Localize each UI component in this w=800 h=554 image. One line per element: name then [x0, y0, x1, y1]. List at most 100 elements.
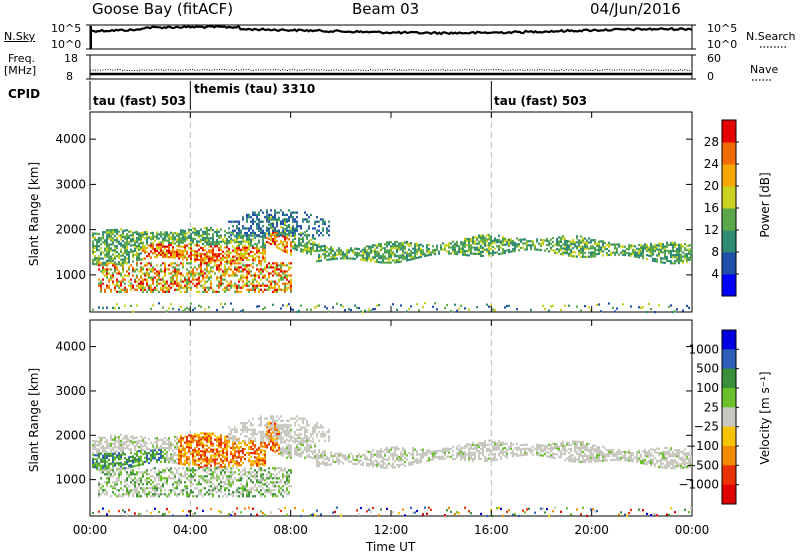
velocity-echo — [170, 445, 172, 448]
velocity-echo — [186, 443, 188, 447]
velocity-echo — [118, 444, 120, 447]
power-echo — [104, 261, 106, 264]
velocity-echo — [226, 479, 228, 482]
power-echo — [238, 246, 240, 250]
velocity-echo — [274, 430, 276, 434]
power-echo — [158, 245, 160, 248]
power-echo — [278, 233, 280, 236]
velocity-echo — [164, 458, 166, 462]
power-echo — [206, 270, 208, 273]
power-echo — [366, 249, 368, 252]
power-echo — [220, 261, 222, 264]
velocity-echo — [178, 452, 180, 455]
power-echo — [272, 262, 274, 265]
power-echo — [624, 245, 626, 248]
power-echo — [102, 266, 104, 269]
power-echo — [100, 284, 102, 287]
power-echo — [274, 230, 276, 234]
power-echo — [212, 239, 214, 242]
power-echo — [324, 244, 326, 248]
power-echo — [150, 262, 152, 265]
velocity-echo — [104, 473, 106, 476]
power-echo — [182, 309, 184, 313]
power-echo — [622, 303, 624, 306]
power-echo — [380, 261, 382, 264]
velocity-echo — [178, 493, 180, 496]
velocity-echo — [258, 448, 260, 452]
velocity-echo — [242, 424, 244, 427]
velocity-echo — [120, 453, 122, 456]
power-echo — [318, 249, 320, 252]
velocity-echo — [236, 489, 238, 492]
power-echo — [148, 274, 150, 277]
power-echo — [422, 306, 424, 309]
power-echo — [236, 286, 238, 289]
velocity-echo — [262, 512, 264, 515]
power-echo — [450, 252, 452, 255]
power-echo — [176, 268, 178, 271]
velocity-echo — [260, 417, 262, 420]
power-echo — [480, 236, 482, 239]
power-echo — [688, 244, 690, 247]
power-echo — [206, 237, 208, 240]
power-echo — [566, 246, 568, 249]
power-echo — [198, 266, 200, 269]
power-echo — [312, 243, 314, 246]
power-echo — [130, 264, 132, 267]
power-echo — [388, 249, 390, 252]
power-echo — [164, 239, 166, 242]
velocity-echo — [224, 445, 226, 448]
power-echo — [132, 268, 134, 271]
power-echo — [116, 282, 118, 285]
velocity-echo — [126, 491, 128, 494]
power-echo — [126, 235, 128, 238]
velocity-echo — [172, 489, 174, 492]
power-echo — [348, 257, 350, 260]
power-echo — [142, 233, 144, 236]
power-echo — [240, 256, 242, 260]
power-echo — [182, 258, 184, 261]
power-echo — [274, 284, 276, 287]
power-echo — [510, 240, 512, 243]
velocity-echo — [270, 473, 272, 476]
power-echo — [114, 284, 116, 287]
power-echo — [278, 229, 280, 232]
power-echo — [574, 251, 576, 254]
power-echo — [638, 306, 640, 309]
power-echo — [440, 248, 442, 251]
velocity-echo — [242, 489, 244, 492]
power-echo — [684, 253, 686, 256]
power-echo — [492, 245, 494, 249]
velocity-echo — [96, 452, 98, 455]
power-echo — [680, 257, 682, 260]
power-echo — [230, 251, 232, 254]
velocity-echo — [138, 493, 140, 496]
power-echo — [110, 237, 112, 240]
power-echo — [140, 231, 142, 235]
power-echo — [136, 247, 138, 250]
velocity-echo — [256, 460, 258, 463]
power-echo — [496, 251, 498, 254]
power-echo — [480, 240, 482, 243]
velocity-echo — [116, 495, 118, 498]
power-echo — [560, 240, 562, 244]
power-echo — [252, 218, 254, 221]
power-echo — [586, 247, 588, 250]
power-echo — [126, 270, 128, 273]
power-echo — [570, 244, 572, 247]
velocity-echo — [234, 460, 236, 463]
velocity-echo — [120, 441, 122, 445]
velocity-echo — [236, 479, 238, 482]
power-echo — [632, 248, 634, 252]
velocity-echo — [216, 479, 218, 482]
power-echo — [106, 284, 108, 287]
power-echo — [550, 246, 552, 249]
power-echo — [252, 288, 254, 291]
power-echo — [142, 245, 144, 248]
velocity-echo — [146, 481, 148, 484]
power-echo — [338, 251, 340, 254]
power-echo — [204, 282, 206, 285]
power-echo — [166, 251, 168, 254]
velocity-echo — [116, 436, 118, 439]
power-echo — [486, 248, 488, 251]
